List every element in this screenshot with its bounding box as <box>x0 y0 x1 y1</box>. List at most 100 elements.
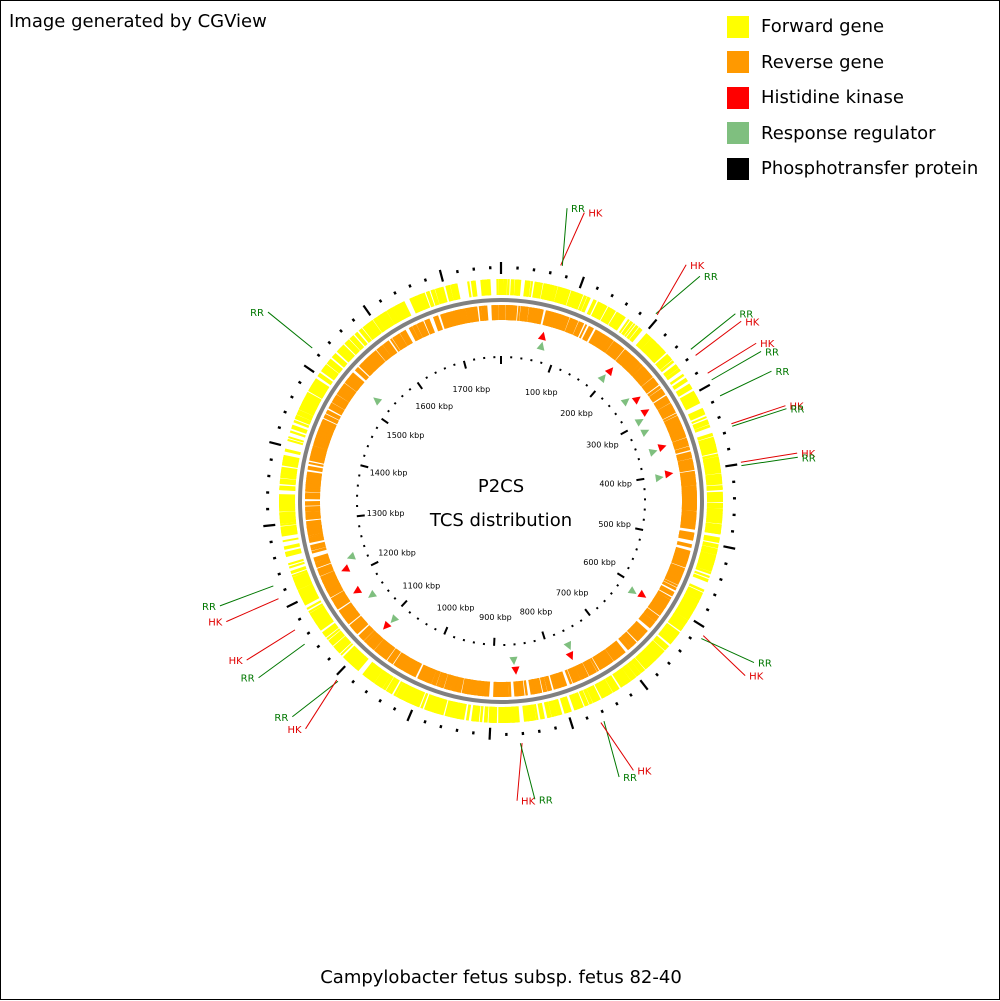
outer-minor-tick <box>457 729 458 732</box>
outer-minor-tick <box>675 346 677 348</box>
ruler-minor-tick <box>639 539 641 540</box>
ruler-minor-tick <box>388 410 390 411</box>
ruler-label: 1500 kbp <box>387 431 425 440</box>
outer-major-tick <box>440 270 443 282</box>
forward-gene <box>280 480 296 481</box>
reverse-gene <box>681 484 696 485</box>
outer-minor-tick <box>597 287 598 290</box>
forward-gene <box>481 706 482 722</box>
histidine-kinase-marker <box>632 397 641 405</box>
rr-callout-label: RR <box>241 674 255 685</box>
ruler-label: 800 kbp <box>520 608 553 617</box>
map-subtitle: TCS distribution <box>429 510 572 531</box>
outer-minor-tick <box>340 330 342 332</box>
rr-callout-line <box>268 312 312 348</box>
outer-minor-tick <box>270 542 273 543</box>
outer-minor-tick <box>365 691 367 693</box>
reverse-gene <box>510 682 511 697</box>
outer-minor-tick <box>695 373 698 375</box>
ruler-minor-tick <box>409 612 410 614</box>
ruler-minor-tick <box>381 582 383 583</box>
rr-callout-label: RR <box>704 272 718 283</box>
outer-minor-tick <box>380 300 382 303</box>
outer-minor-tick <box>317 354 319 356</box>
ruler-label: 300 kbp <box>586 441 619 450</box>
forward-gene <box>467 705 469 721</box>
histidine-kinase-marker <box>640 409 649 417</box>
forward-gene <box>490 707 491 723</box>
ruler-major-tick <box>636 479 644 480</box>
ruler-major-tick <box>371 562 378 566</box>
outer-minor-tick <box>425 279 426 282</box>
histidine-kinase-marker <box>637 590 646 598</box>
forward-gene <box>281 468 297 470</box>
ruler-minor-tick <box>376 573 378 574</box>
reverse-gene <box>309 463 324 466</box>
histidine-kinase-marker <box>341 564 350 571</box>
ruler-minor-tick <box>602 398 603 399</box>
ruler-minor-tick <box>578 379 579 381</box>
outer-minor-tick <box>278 574 281 575</box>
forward-gene <box>706 483 722 484</box>
ruler-minor-tick <box>563 630 564 632</box>
ruler-major-tick <box>401 601 406 607</box>
ruler-label: 900 kbp <box>479 613 512 622</box>
reverse-gene <box>305 489 320 490</box>
forward-gene <box>279 510 295 511</box>
hk-callout-label: HK <box>749 672 764 683</box>
rr-callout-line <box>741 457 797 465</box>
forward-gene <box>489 279 490 295</box>
ruler-minor-tick <box>541 362 542 364</box>
outer-minor-tick <box>284 412 287 413</box>
reverse-gene <box>682 509 697 510</box>
ruler-minor-tick <box>631 440 633 441</box>
outer-minor-tick <box>550 271 551 274</box>
outer-minor-tick <box>706 609 709 610</box>
hk-callout-label: HK <box>229 656 244 667</box>
forward-gene <box>518 280 519 296</box>
response-regulator-marker <box>655 474 664 482</box>
ruler-minor-tick <box>363 546 365 547</box>
forward-gene <box>508 279 509 295</box>
ruler-minor-tick <box>426 623 427 625</box>
reverse-gene <box>682 489 697 490</box>
outer-minor-tick <box>727 449 730 450</box>
outer-minor-tick <box>328 342 330 344</box>
response-regulator-marker <box>640 430 649 437</box>
rr-callout-label: RR <box>274 713 288 724</box>
hk-callout-line <box>517 743 522 801</box>
outer-minor-tick <box>409 285 410 288</box>
rr-callout-line <box>292 681 338 717</box>
outer-minor-tick <box>394 708 395 711</box>
forward-gene <box>485 706 486 722</box>
outer-minor-tick <box>626 303 628 306</box>
ruler-minor-tick <box>628 568 630 569</box>
outer-minor-tick <box>457 270 458 273</box>
map-title: P2CS <box>478 476 524 497</box>
ruler-minor-tick <box>435 372 436 374</box>
rr-callout-line <box>732 409 786 427</box>
outer-minor-tick <box>352 681 354 683</box>
histidine-kinase-marker <box>665 470 674 478</box>
outer-major-tick <box>694 621 704 627</box>
rr-callout-label: RR <box>571 204 585 215</box>
ruler-minor-tick <box>409 389 410 391</box>
rr-callout-label: RR <box>765 347 779 358</box>
ruler-label: 1000 kbp <box>437 604 475 613</box>
hk-callout-line <box>696 321 742 355</box>
outer-minor-tick <box>723 433 726 434</box>
ruler-major-tick <box>357 515 365 516</box>
forward-gene <box>279 512 295 513</box>
ruler-minor-tick <box>636 549 638 550</box>
ruler-label: 1600 kbp <box>415 402 453 411</box>
hk-callout-line <box>731 406 785 424</box>
ruler-minor-tick <box>426 377 427 379</box>
response-regulator-marker <box>347 552 356 560</box>
outer-minor-tick <box>273 558 276 559</box>
forward-gene <box>510 707 511 723</box>
outer-minor-tick <box>394 292 395 295</box>
ruler-label: 500 kbp <box>598 520 631 529</box>
outer-minor-tick <box>679 650 681 652</box>
forward-gene <box>284 545 300 548</box>
hk-callout-label: HK <box>637 766 652 777</box>
